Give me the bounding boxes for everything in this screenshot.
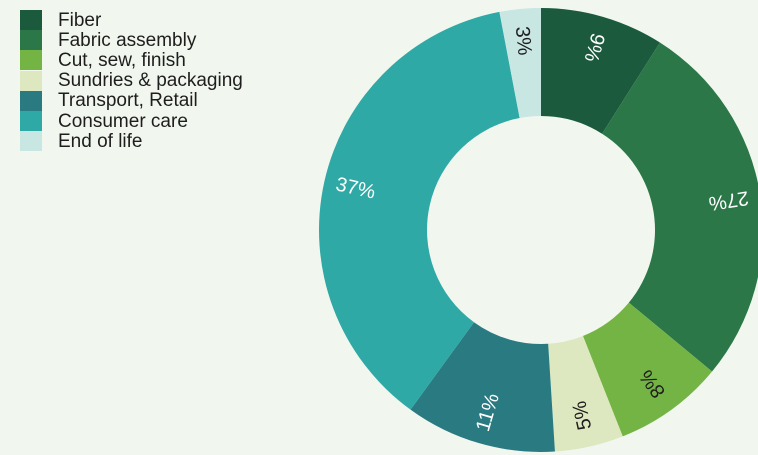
legend-label: Consumer care bbox=[58, 110, 188, 132]
legend-label: Sundries & packaging bbox=[58, 70, 243, 92]
slice-consumer-care bbox=[319, 11, 520, 410]
legend-swatch bbox=[20, 111, 42, 132]
slice-label: 3% bbox=[511, 25, 536, 56]
slice-fabric-assembly bbox=[602, 42, 758, 372]
slice-transport-retail bbox=[410, 322, 555, 452]
legend-item: End of life bbox=[20, 130, 243, 152]
legend-label: Cut, sew, finish bbox=[58, 49, 186, 71]
legend-swatch bbox=[20, 30, 42, 51]
legend-label: Fabric assembly bbox=[58, 29, 197, 51]
slice-fiber bbox=[541, 8, 660, 134]
legend-item: Fiber bbox=[20, 9, 243, 31]
legend-label: End of life bbox=[58, 130, 143, 152]
legend-label: Fiber bbox=[58, 9, 102, 31]
legend-item: Consumer care bbox=[20, 110, 243, 132]
legend-swatch bbox=[20, 10, 42, 31]
legend-swatch bbox=[20, 50, 42, 71]
legend-swatch bbox=[20, 70, 42, 91]
legend-label: Transport, Retail bbox=[58, 90, 198, 112]
legend-item: Fabric assembly bbox=[20, 29, 243, 51]
slice-end-of-life bbox=[499, 8, 541, 119]
legend-item: Transport, Retail bbox=[20, 90, 243, 112]
slice-sundries-packaging bbox=[548, 335, 623, 452]
chart-legend: Fiber Fabric assembly Cut, sew, finish Sund… bbox=[20, 9, 243, 152]
legend-swatch bbox=[20, 90, 42, 111]
legend-item: Cut, sew, finish bbox=[20, 49, 243, 71]
legend-item: Sundries & packaging bbox=[20, 70, 243, 92]
legend-swatch bbox=[20, 131, 42, 152]
slice-cut-sew-finish bbox=[582, 302, 713, 437]
